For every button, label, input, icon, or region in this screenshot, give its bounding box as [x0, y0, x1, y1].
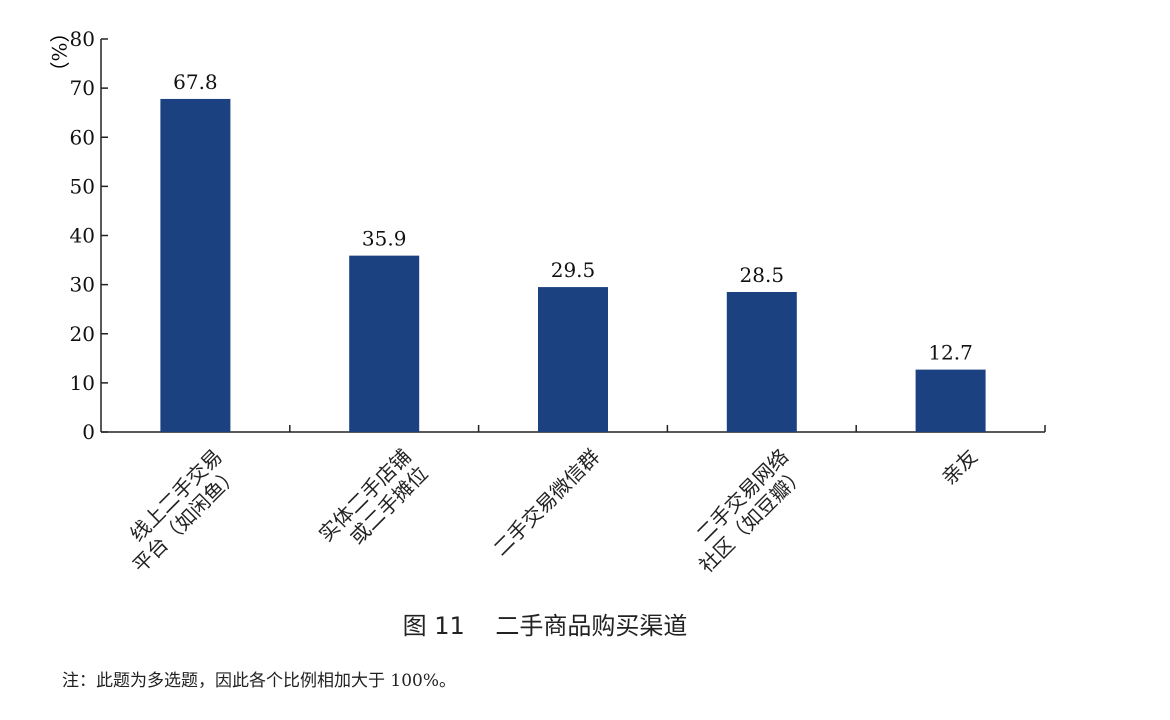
- data-labels: 67.8 35.9 29.5 28.5 12.7: [173, 70, 973, 365]
- bars: [160, 98, 986, 433]
- bar: [726, 291, 797, 432]
- y-tick-label: 80: [70, 27, 95, 51]
- y-tick-label: 50: [70, 174, 95, 198]
- data-label: 29.5: [551, 258, 596, 282]
- category-label: 亲友: [937, 444, 982, 489]
- y-axis: 0 10 20 30 40 50 60 70 80: [70, 27, 108, 444]
- figure-caption: 图 11 二手商品购买渠道: [0, 606, 1090, 641]
- category-label: 二手交易微信群: [488, 444, 604, 560]
- bar: [349, 255, 420, 432]
- y-tick-label: 40: [70, 224, 95, 248]
- footnote: 注：此题为多选题，因此各个比例相加大于 100%。: [62, 671, 457, 691]
- data-label: 35.9: [362, 227, 407, 251]
- data-label: 67.8: [173, 70, 218, 94]
- y-tick-label: 70: [70, 76, 95, 100]
- data-label: 12.7: [928, 341, 973, 365]
- y-tick-label: 10: [70, 371, 95, 395]
- bar-chart: 0 10 20 30 40 50 60 70 80 67.8 35.9 29.5 28.5 12.7 线…: [47, 22, 1046, 577]
- y-tick-label: 60: [70, 125, 95, 149]
- figure-title: 二手商品购买渠道: [495, 612, 688, 640]
- figure-number: 图 11: [402, 612, 465, 640]
- y-axis-label: （%）: [47, 22, 71, 81]
- category-label-line: 亲友: [937, 444, 982, 489]
- bar: [915, 369, 986, 432]
- data-label: 28.5: [740, 263, 785, 287]
- bar: [538, 287, 608, 432]
- y-tick-label: 30: [70, 273, 95, 297]
- y-tick-label: 20: [70, 322, 95, 346]
- bar: [160, 98, 231, 433]
- category-label-line: 二手交易微信群: [488, 444, 604, 560]
- y-tick-label: 0: [82, 420, 95, 444]
